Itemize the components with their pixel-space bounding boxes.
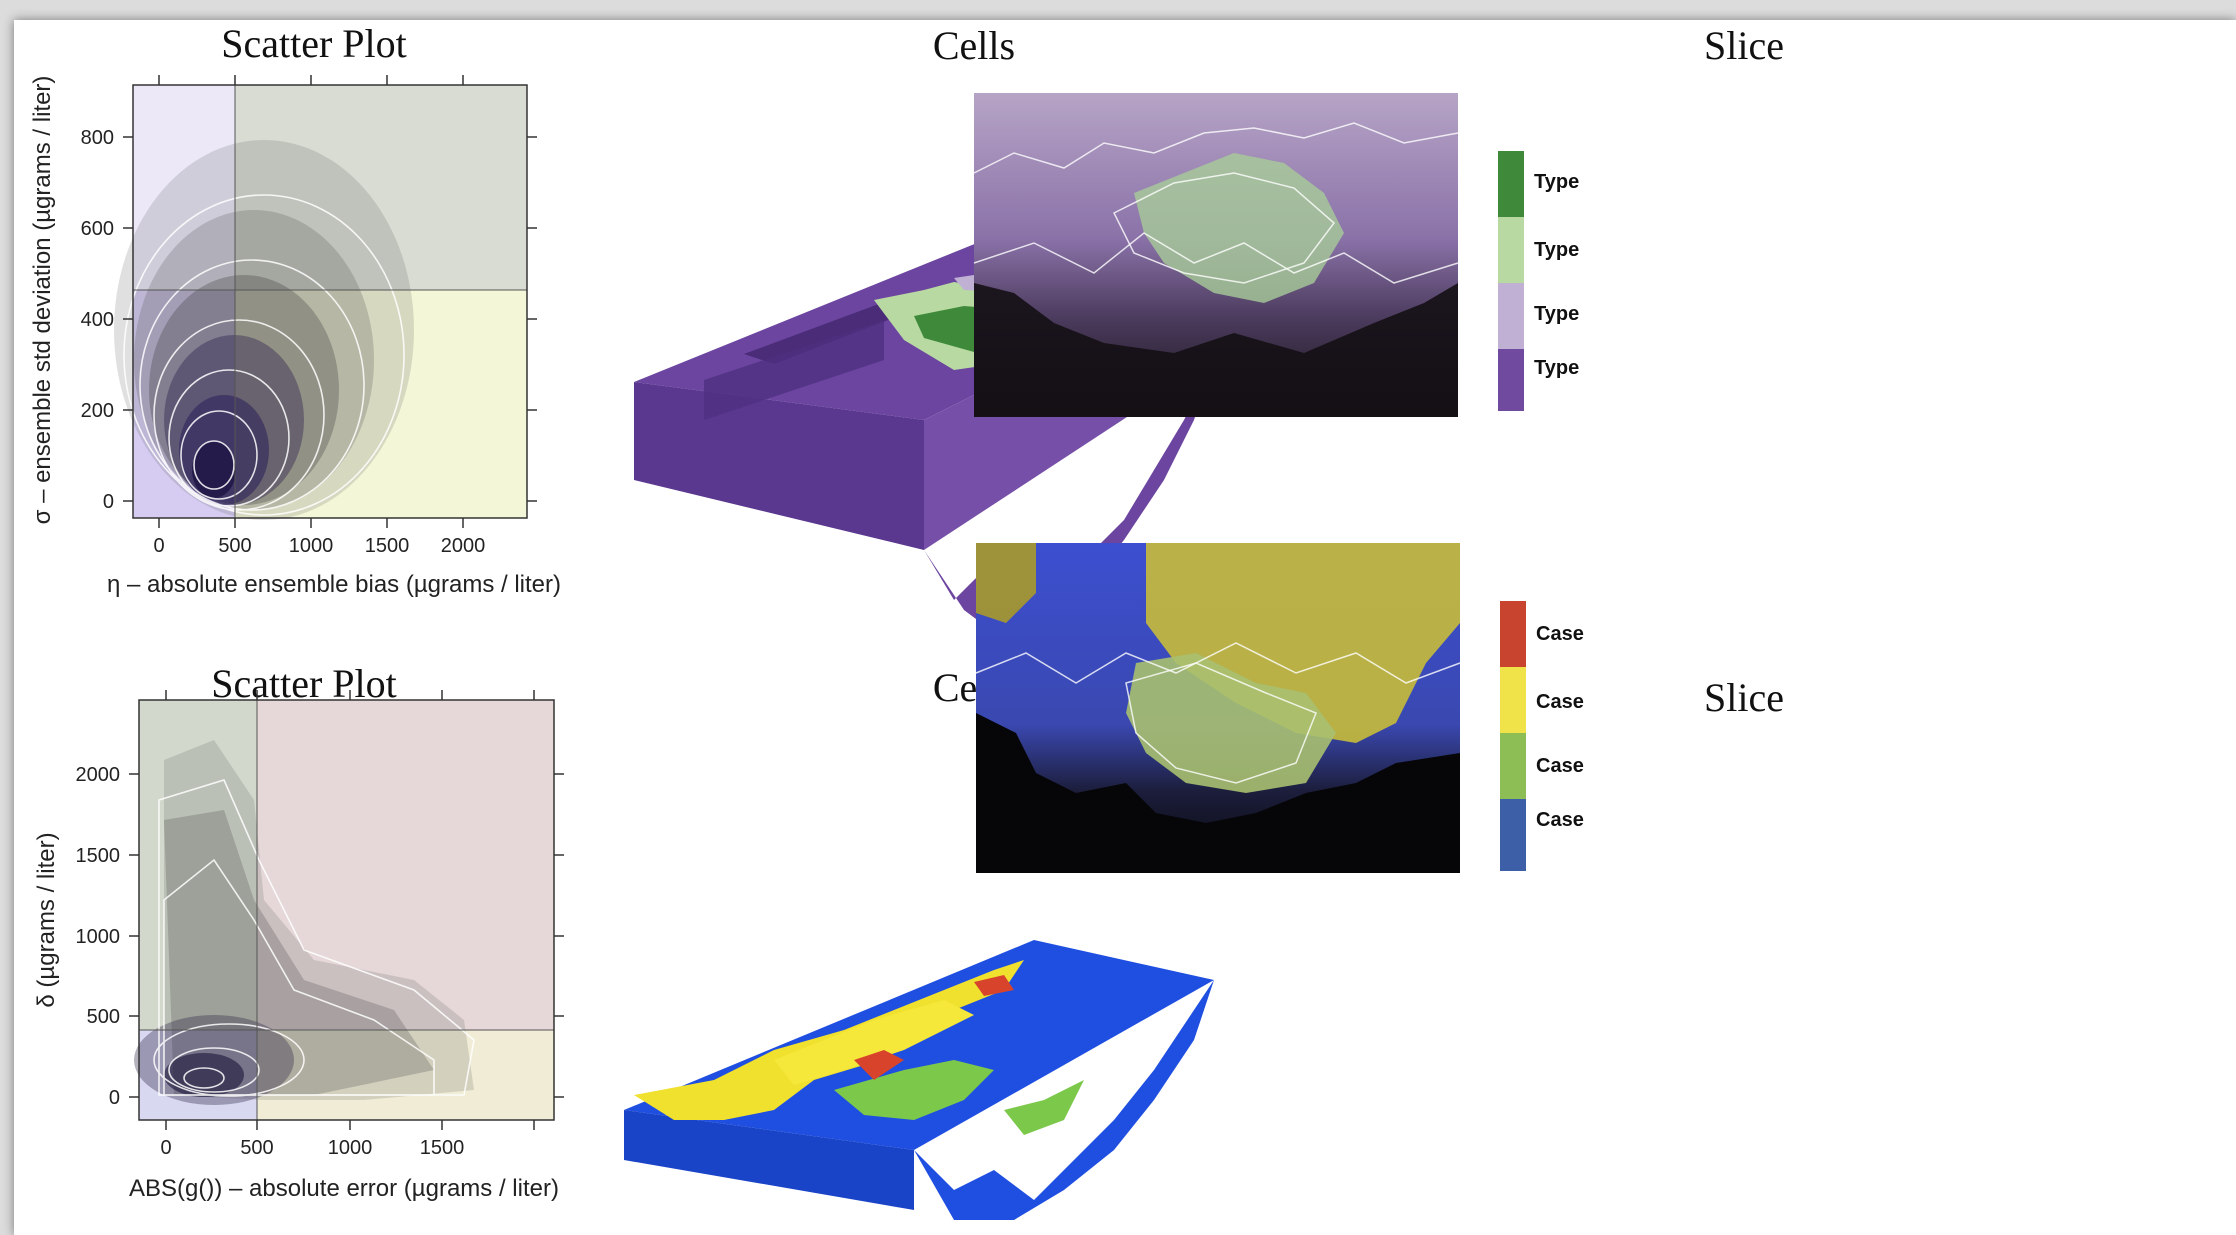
- x-axis-label: η – absolute ensemble bias (µgrams / lit…: [107, 571, 561, 598]
- contour-line: [973, 232, 1459, 284]
- y-tick-label: 800: [81, 127, 114, 149]
- legend-label: Case: [1536, 691, 1584, 713]
- legend-swatch: [1498, 217, 1524, 283]
- quadrant-high-low: [235, 290, 527, 518]
- legend-label: Type: [1534, 171, 1580, 193]
- cells-3d-view-row2: [624, 940, 1214, 1220]
- scatter-plot-row1: 0 200 400 600 800 0 500 1000 1500 2000 η…: [29, 75, 561, 598]
- x-tick-label: 2000: [441, 535, 486, 557]
- legend-swatch: [1500, 601, 1526, 667]
- x-tick-label: 1000: [289, 535, 334, 557]
- x-tick-label: 1500: [420, 1137, 465, 1159]
- legend-label: Type: [1534, 239, 1580, 261]
- y-axis-ticks: [129, 773, 564, 1098]
- green-region: [1134, 153, 1344, 303]
- slice-image-row1: [973, 93, 1459, 417]
- x-tick-label: 500: [218, 535, 251, 557]
- y-tick-label: 1000: [76, 926, 121, 948]
- x-tick-label: 1500: [365, 535, 410, 557]
- legend-swatch: [1498, 283, 1524, 349]
- scatter-plot-title-row1: Scatter Plot: [221, 21, 407, 66]
- x-axis-ticks: [158, 75, 464, 528]
- quadrant-high-low: [257, 1030, 554, 1120]
- yellow-region: [976, 543, 1036, 623]
- legend-row1: Type Type Type Type: [1498, 151, 1618, 411]
- scatter-plot-frame: [138, 699, 555, 1121]
- x-tick-label: 0: [153, 535, 164, 557]
- slab-front: [634, 382, 924, 550]
- legend-label: Type: [1534, 357, 1580, 379]
- legend-swatch: [1498, 349, 1524, 411]
- contour-line: [1112, 172, 1336, 284]
- y-tick-label: 600: [81, 218, 114, 240]
- slice-title-row1: Slice: [1704, 23, 1784, 68]
- y-tick-label: 2000: [76, 764, 121, 786]
- x-tick-label: 500: [240, 1137, 273, 1159]
- legend-label: Case: [1536, 623, 1584, 645]
- contour-line: [975, 642, 1461, 684]
- x-axis-ticks: [165, 690, 535, 1130]
- legend-swatch: [1500, 667, 1526, 733]
- cutaway-notch: [744, 302, 914, 364]
- legend-swatch: [1500, 733, 1526, 799]
- legend-swatch: [1500, 799, 1526, 871]
- density-contours: [123, 194, 405, 516]
- point-density-cloud: [114, 140, 414, 520]
- x-axis-label: ABS(g()) – absolute error (µgrams / lite…: [129, 1175, 559, 1202]
- contour-line: [1125, 662, 1317, 784]
- ragged-edge: [914, 980, 1214, 1220]
- x-tick-label: 1000: [328, 1137, 373, 1159]
- density-contours: [153, 779, 475, 1097]
- quadrant-low-high: [133, 85, 235, 290]
- green-region: [1126, 653, 1336, 793]
- legend-label: Case: [1536, 809, 1584, 831]
- y-axis-label: σ – ensemble std deviation (µgrams / lit…: [29, 76, 56, 525]
- y-tick-label: 0: [103, 491, 114, 513]
- y-tick-label: 0: [109, 1087, 120, 1109]
- legend-swatch: [1498, 151, 1524, 217]
- scatter-plot-row2: 0 500 1000 1500 2000 0 500 1000 1500 ABS…: [33, 690, 564, 1202]
- quadrant-high-high: [235, 85, 527, 290]
- legend-label: Type: [1534, 303, 1580, 325]
- y-axis-ticks: [123, 136, 537, 502]
- y-tick-label: 500: [87, 1006, 120, 1028]
- x-tick-label: 0: [160, 1137, 171, 1159]
- legend-row2: Case Case Case Case: [1500, 601, 1620, 871]
- y-tick-label: 1500: [76, 845, 121, 867]
- green-region: [834, 1060, 994, 1120]
- quadrant-high-high: [257, 700, 554, 1030]
- contour-line: [973, 122, 1459, 174]
- yellow-band: [774, 1000, 974, 1085]
- figure-frame: Scatter Plot Cells Slice: [14, 20, 2236, 1235]
- red-region: [854, 1050, 904, 1080]
- cells-title-row1: Cells: [932, 23, 1016, 68]
- y-tick-label: 400: [81, 309, 114, 331]
- y-tick-label: 200: [81, 400, 114, 422]
- scatter-plot-frame: [132, 84, 528, 519]
- slice-title-row2: Slice: [1704, 675, 1784, 720]
- scatter-plot-title-row2: Scatter Plot: [211, 661, 397, 706]
- dark-region: [974, 283, 1458, 417]
- dark-region: [976, 713, 1460, 873]
- legend-label: Case: [1536, 755, 1584, 777]
- slice-image-row2: [975, 543, 1461, 873]
- slab-front: [624, 1110, 914, 1210]
- red-region: [974, 975, 1014, 996]
- y-axis-label: δ (µgrams / liter): [33, 832, 60, 1007]
